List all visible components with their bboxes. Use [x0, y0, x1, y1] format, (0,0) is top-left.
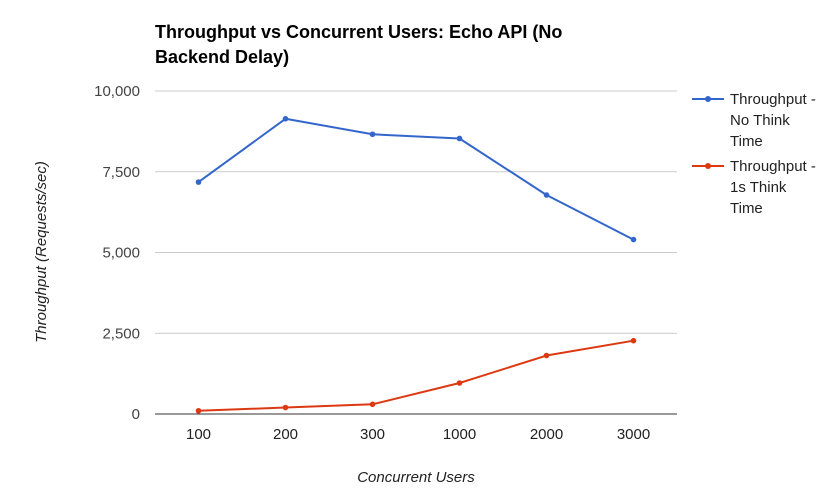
- data-point: [630, 236, 637, 243]
- chart-title: Throughput vs Concurrent Users: Echo API…: [155, 22, 563, 67]
- data-point: [195, 179, 202, 185]
- x-tick-label: 1000: [443, 426, 476, 443]
- legend-swatch-dot: [705, 163, 711, 169]
- data-point: [456, 135, 463, 142]
- data-point: [543, 192, 550, 198]
- series-lines: [195, 115, 637, 414]
- data-point: [369, 131, 376, 138]
- legend-label: Throughput - No Think Time: [730, 91, 816, 150]
- y-tick-label: 0: [132, 406, 140, 423]
- y-tick-label: 10,000: [94, 83, 140, 100]
- y-tick-label: 2,500: [102, 325, 140, 342]
- data-point: [456, 380, 463, 386]
- legend: Throughput - No Think Time Throughput - …: [692, 89, 837, 223]
- x-tick-label: 200: [273, 426, 298, 443]
- series-line: [198, 339, 634, 412]
- legend-label: Throughput - 1s Think Time: [730, 158, 816, 217]
- y-axis-ticks: 0 2,500 5,000 7,500 10,000: [94, 83, 140, 423]
- legend-item-no-think: Throughput - No Think Time: [692, 89, 837, 152]
- y-axis-label: Throughput (Requests/sec): [33, 161, 50, 343]
- data-point: [195, 407, 202, 414]
- y-tick-label: 7,500: [102, 164, 140, 181]
- x-tick-label: 3000: [617, 426, 650, 443]
- data-point: [282, 115, 289, 122]
- legend-swatch-dot: [705, 96, 711, 102]
- data-point: [282, 404, 289, 411]
- legend-item-1s-think: Throughput - 1s Think Time: [692, 156, 837, 219]
- data-point: [630, 337, 637, 344]
- y-tick-label: 5,000: [102, 245, 140, 262]
- data-point: [369, 401, 376, 408]
- x-tick-label: 300: [360, 426, 385, 443]
- x-axis-label: Concurrent Users: [357, 469, 475, 486]
- x-tick-label: 100: [186, 426, 211, 443]
- series-line: [197, 117, 634, 241]
- x-tick-label: 2000: [530, 426, 563, 443]
- data-point: [543, 352, 550, 359]
- gridlines: [155, 90, 677, 415]
- x-axis-ticks: 100 200 300 1000 2000 3000: [186, 426, 650, 443]
